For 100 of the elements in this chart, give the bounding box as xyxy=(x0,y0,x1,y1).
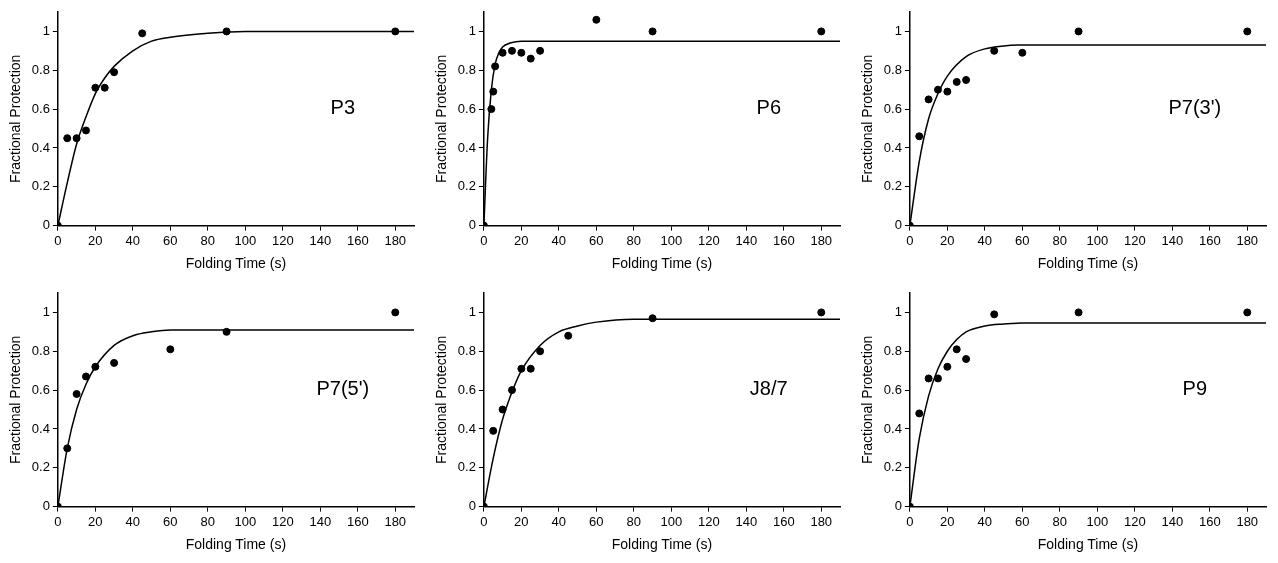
point xyxy=(952,345,961,354)
y-tick-label: 0 xyxy=(894,217,902,233)
y-tick-label: 0 xyxy=(42,217,50,233)
point xyxy=(817,27,826,36)
point xyxy=(1074,27,1083,36)
x-tick-label: 120 xyxy=(1123,513,1146,529)
x-tick-label: 0 xyxy=(906,232,914,248)
point xyxy=(487,105,496,114)
point xyxy=(72,389,81,398)
point xyxy=(166,345,175,354)
y-tick-label: 1 xyxy=(894,23,902,38)
x-tick-label: 80 xyxy=(200,232,216,248)
point xyxy=(990,310,999,319)
x-tick-label: 60 xyxy=(163,513,178,529)
x-tick-label: 100 xyxy=(1086,232,1109,248)
y-tick-label: 0 xyxy=(894,498,902,514)
x-tick-label: 60 xyxy=(1015,513,1030,529)
x-tick-label: 40 xyxy=(551,513,567,529)
y-tick-label: 0 xyxy=(468,217,476,233)
point xyxy=(110,68,119,77)
point xyxy=(962,75,971,84)
x-tick-label: 0 xyxy=(906,513,914,529)
y-axis-title: Fractional Protection xyxy=(859,54,876,183)
x-tick-label: 140 xyxy=(1161,513,1184,529)
point xyxy=(933,374,942,383)
point xyxy=(498,48,507,57)
y-tick-label: 0.4 xyxy=(457,420,476,436)
point xyxy=(391,308,400,317)
x-tick-label: 180 xyxy=(384,232,407,248)
point xyxy=(507,386,516,395)
x-tick-label: 100 xyxy=(660,513,683,529)
annotation: P7(5') xyxy=(316,376,370,399)
x-tick-label: 140 xyxy=(735,232,758,248)
point xyxy=(943,87,952,96)
y-axis-title: Fractional Protection xyxy=(7,335,24,464)
y-tick-label: 0.8 xyxy=(883,342,902,358)
annotation: P6 xyxy=(756,95,782,118)
point xyxy=(526,364,535,373)
y-tick-label: 1 xyxy=(468,23,476,38)
point xyxy=(498,405,507,414)
x-tick-label: 180 xyxy=(1236,232,1259,248)
x-tick-label: 60 xyxy=(589,232,604,248)
x-tick-label: 120 xyxy=(271,513,294,529)
y-tick-label: 0.8 xyxy=(457,342,476,358)
x-tick-label: 80 xyxy=(626,513,642,529)
x-axis-title: Folding Time (s) xyxy=(1037,255,1139,272)
annotation: P3 xyxy=(330,95,356,118)
y-tick-label: 0.4 xyxy=(31,139,50,155)
y-tick-label: 1 xyxy=(42,23,50,38)
x-tick-label: 120 xyxy=(697,513,720,529)
x-tick-label: 180 xyxy=(810,513,833,529)
x-tick-label: 160 xyxy=(772,513,795,529)
point xyxy=(517,364,526,373)
x-tick-label: 120 xyxy=(697,232,720,248)
x-tick-label: 0 xyxy=(54,232,62,248)
x-tick-label: 20 xyxy=(940,232,955,248)
x-tick-label: 100 xyxy=(660,232,683,248)
y-tick-label: 0 xyxy=(468,498,476,514)
point xyxy=(990,46,999,55)
x-tick-label: 100 xyxy=(234,513,257,529)
y-tick-label: 0.2 xyxy=(31,178,50,194)
x-tick-label: 180 xyxy=(384,513,407,529)
point xyxy=(915,132,924,141)
y-tick-label: 0.4 xyxy=(883,420,902,436)
x-tick-label: 80 xyxy=(200,513,216,529)
y-tick-label: 0.2 xyxy=(883,459,902,475)
x-tick-label: 40 xyxy=(551,232,567,248)
point xyxy=(507,46,516,55)
x-tick-label: 0 xyxy=(480,513,488,529)
x-tick-label: 40 xyxy=(977,513,993,529)
point xyxy=(915,409,924,418)
y-tick-label: 0.2 xyxy=(31,459,50,475)
point xyxy=(536,46,545,55)
annotation: P9 xyxy=(1182,376,1208,399)
point xyxy=(81,372,90,381)
x-tick-label: 120 xyxy=(271,232,294,248)
x-tick-label: 40 xyxy=(125,232,141,248)
x-tick-label: 20 xyxy=(940,513,955,529)
y-tick-label: 1 xyxy=(468,304,476,319)
y-tick-label: 0 xyxy=(42,498,50,514)
y-axis-title: Fractional Protection xyxy=(7,54,24,183)
x-tick-label: 120 xyxy=(1123,232,1146,248)
x-tick-label: 0 xyxy=(480,232,488,248)
x-tick-label: 60 xyxy=(1015,232,1030,248)
x-tick-label: 20 xyxy=(514,513,529,529)
x-tick-label: 180 xyxy=(810,232,833,248)
x-tick-label: 60 xyxy=(589,513,604,529)
point xyxy=(817,308,826,317)
point xyxy=(517,48,526,57)
point xyxy=(648,314,657,323)
x-tick-label: 180 xyxy=(1236,513,1259,529)
point xyxy=(81,126,90,135)
x-tick-label: 140 xyxy=(309,513,332,529)
x-tick-label: 100 xyxy=(1086,513,1109,529)
y-tick-label: 0.4 xyxy=(31,420,50,436)
y-tick-label: 0.8 xyxy=(457,61,476,77)
point xyxy=(91,362,100,371)
point xyxy=(526,54,535,63)
point xyxy=(91,83,100,92)
x-axis-title: Folding Time (s) xyxy=(611,536,713,553)
